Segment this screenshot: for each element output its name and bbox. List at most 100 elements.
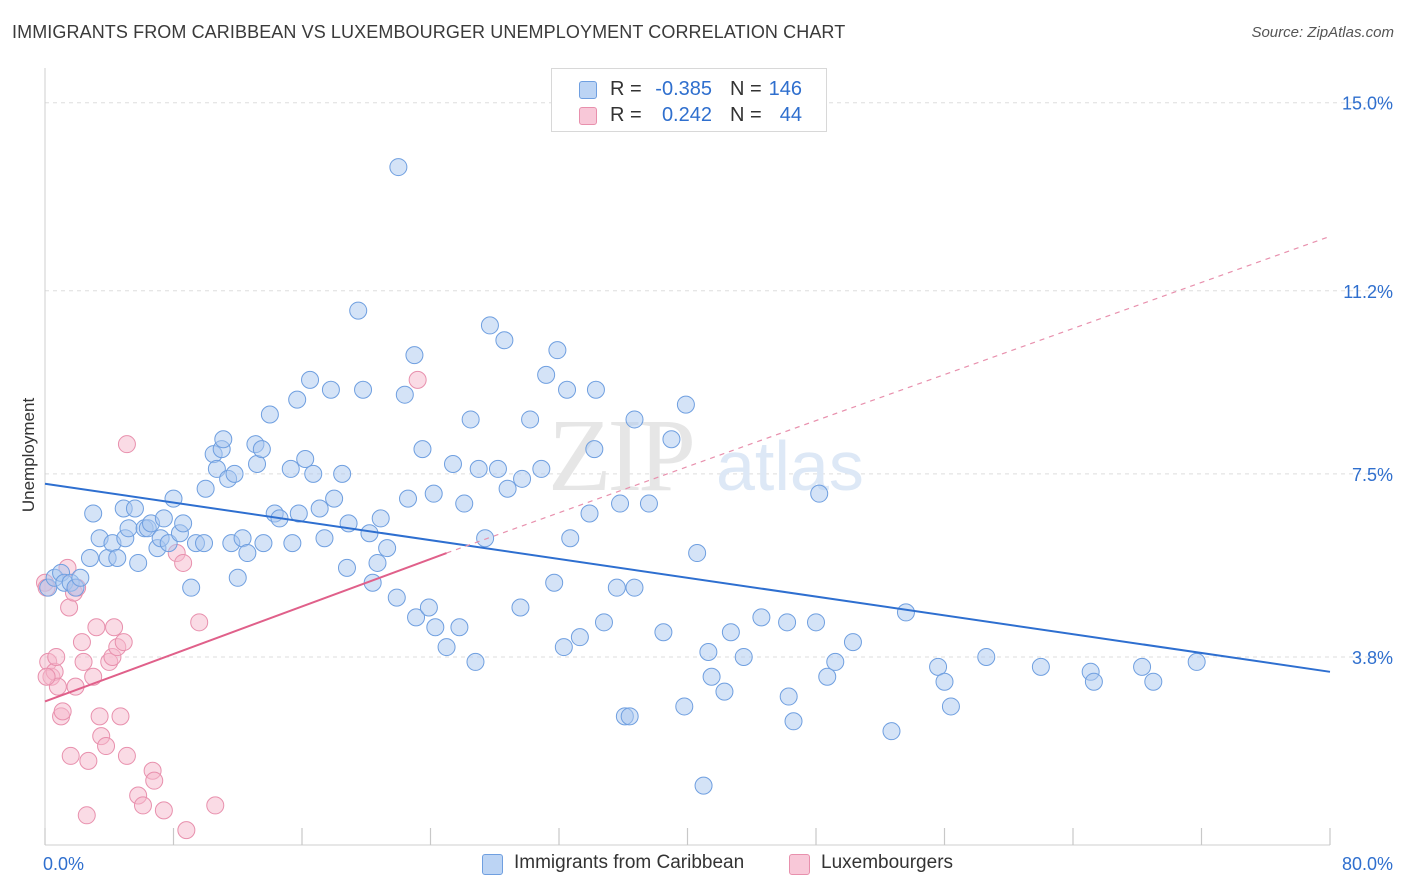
luxembourgers-point [190, 613, 209, 632]
caribbean-point [545, 573, 564, 592]
caribbean-point [164, 489, 183, 508]
caribbean-point [360, 524, 379, 543]
caribbean-point [174, 514, 193, 533]
luxembourgers-point [72, 633, 91, 652]
caribbean-point [935, 672, 954, 691]
caribbean-point [450, 618, 469, 637]
caribbean-point [443, 454, 462, 473]
caribbean-point [702, 667, 721, 686]
legend-swatch-blue [579, 81, 597, 99]
caribbean-point [715, 682, 734, 701]
caribbean-point [283, 534, 302, 553]
caribbean-point [405, 346, 424, 365]
legend-row-caribbean: R = -0.385 N = 146 [552, 77, 826, 103]
caribbean-point [125, 499, 144, 518]
caribbean-point [694, 776, 713, 795]
caribbean-point [461, 410, 480, 429]
caribbean-point [548, 341, 567, 360]
luxembourgers-point [111, 707, 130, 726]
trend-lines [44, 235, 1331, 703]
luxembourgers-point [61, 746, 80, 765]
caribbean-point [734, 647, 753, 666]
luxembourgers-trend-line [44, 552, 447, 703]
luxembourgers-point [117, 746, 136, 765]
watermark-atlas: atlas [716, 427, 864, 505]
luxembourgers-point [133, 796, 152, 815]
luxembourgers-point [408, 370, 427, 389]
luxembourgers-point [145, 771, 164, 790]
caribbean-point [676, 395, 695, 414]
caribbean-point [371, 509, 390, 528]
caribbean-point [296, 450, 315, 469]
luxembourgers-point [174, 553, 193, 572]
caribbean-point [778, 613, 797, 632]
caribbean-points [39, 158, 1206, 795]
caribbean-point [354, 380, 373, 399]
caribbean-point [607, 578, 626, 597]
chart-title: IMMIGRANTS FROM CARIBBEAN VS LUXEMBOURGE… [12, 22, 846, 42]
caribbean-point [455, 494, 474, 513]
watermark-zip: ZIP [548, 398, 692, 513]
caribbean-point [368, 553, 387, 572]
caribbean-point [71, 568, 90, 587]
caribbean-point [182, 578, 201, 597]
caribbean-point [80, 548, 99, 567]
caribbean-point [333, 464, 352, 483]
caribbean-point [154, 509, 173, 528]
legend-r-label: R = [610, 104, 642, 126]
caribbean-point [254, 534, 273, 553]
caribbean-point [310, 499, 329, 518]
caribbean-point [238, 544, 257, 563]
caribbean-point [826, 652, 845, 671]
luxembourgers-point [37, 667, 56, 686]
caribbean-point [129, 553, 148, 572]
caribbean-point [532, 459, 551, 478]
caribbean-trend-line [44, 482, 1331, 673]
legend-r-value: 0.242 [661, 104, 712, 126]
caribbean-point [195, 534, 214, 553]
caribbean-point [511, 598, 530, 617]
luxembourgers-point [97, 737, 116, 756]
y-tick-label: 3.8% [1352, 648, 1393, 668]
caribbean-point [1084, 672, 1103, 691]
caribbean-point [387, 588, 406, 607]
correlation-legend: R = -0.385 N = 146 R = 0.242 N = 44 [551, 68, 827, 132]
caribbean-point [620, 707, 639, 726]
bottom-legend-swatch-blue [482, 854, 503, 875]
bottom-legend-label: Luxembourgers [821, 852, 954, 873]
legend-n-value: 44 [779, 104, 802, 126]
caribbean-point [196, 479, 215, 498]
caribbean-point [488, 459, 507, 478]
caribbean-point [252, 440, 271, 459]
caribbean-point [304, 464, 323, 483]
caribbean-point [558, 380, 577, 399]
caribbean-point [521, 410, 540, 429]
legend-n-label: N = [730, 104, 762, 126]
caribbean-point [941, 697, 960, 716]
caribbean-point [810, 484, 829, 503]
bottom-legend-swatch-pink [789, 854, 810, 875]
caribbean-point [466, 652, 485, 671]
caribbean-point [752, 608, 771, 627]
luxembourgers-point [53, 702, 72, 721]
caribbean-point [337, 558, 356, 577]
luxembourgers-point [47, 647, 66, 666]
y-axis-label: Unemployment [19, 398, 38, 513]
caribbean-point [260, 405, 279, 424]
luxembourgers-point [177, 821, 196, 840]
luxembourgers-point [206, 796, 225, 815]
legend-row-luxembourgers: R = 0.242 N = 44 [552, 103, 826, 129]
caribbean-point [301, 370, 320, 389]
caribbean-point [807, 613, 825, 632]
caribbean-point [1031, 657, 1050, 676]
caribbean-point [437, 638, 456, 657]
caribbean-point [882, 722, 901, 741]
caribbean-point [413, 440, 432, 459]
x-tick-label: 80.0% [1342, 854, 1393, 874]
caribbean-point [225, 464, 244, 483]
chart-source: Source: ZipAtlas.com [1251, 24, 1394, 41]
caribbean-point [818, 667, 837, 686]
caribbean-point [315, 529, 334, 548]
luxembourgers-point [84, 667, 103, 686]
